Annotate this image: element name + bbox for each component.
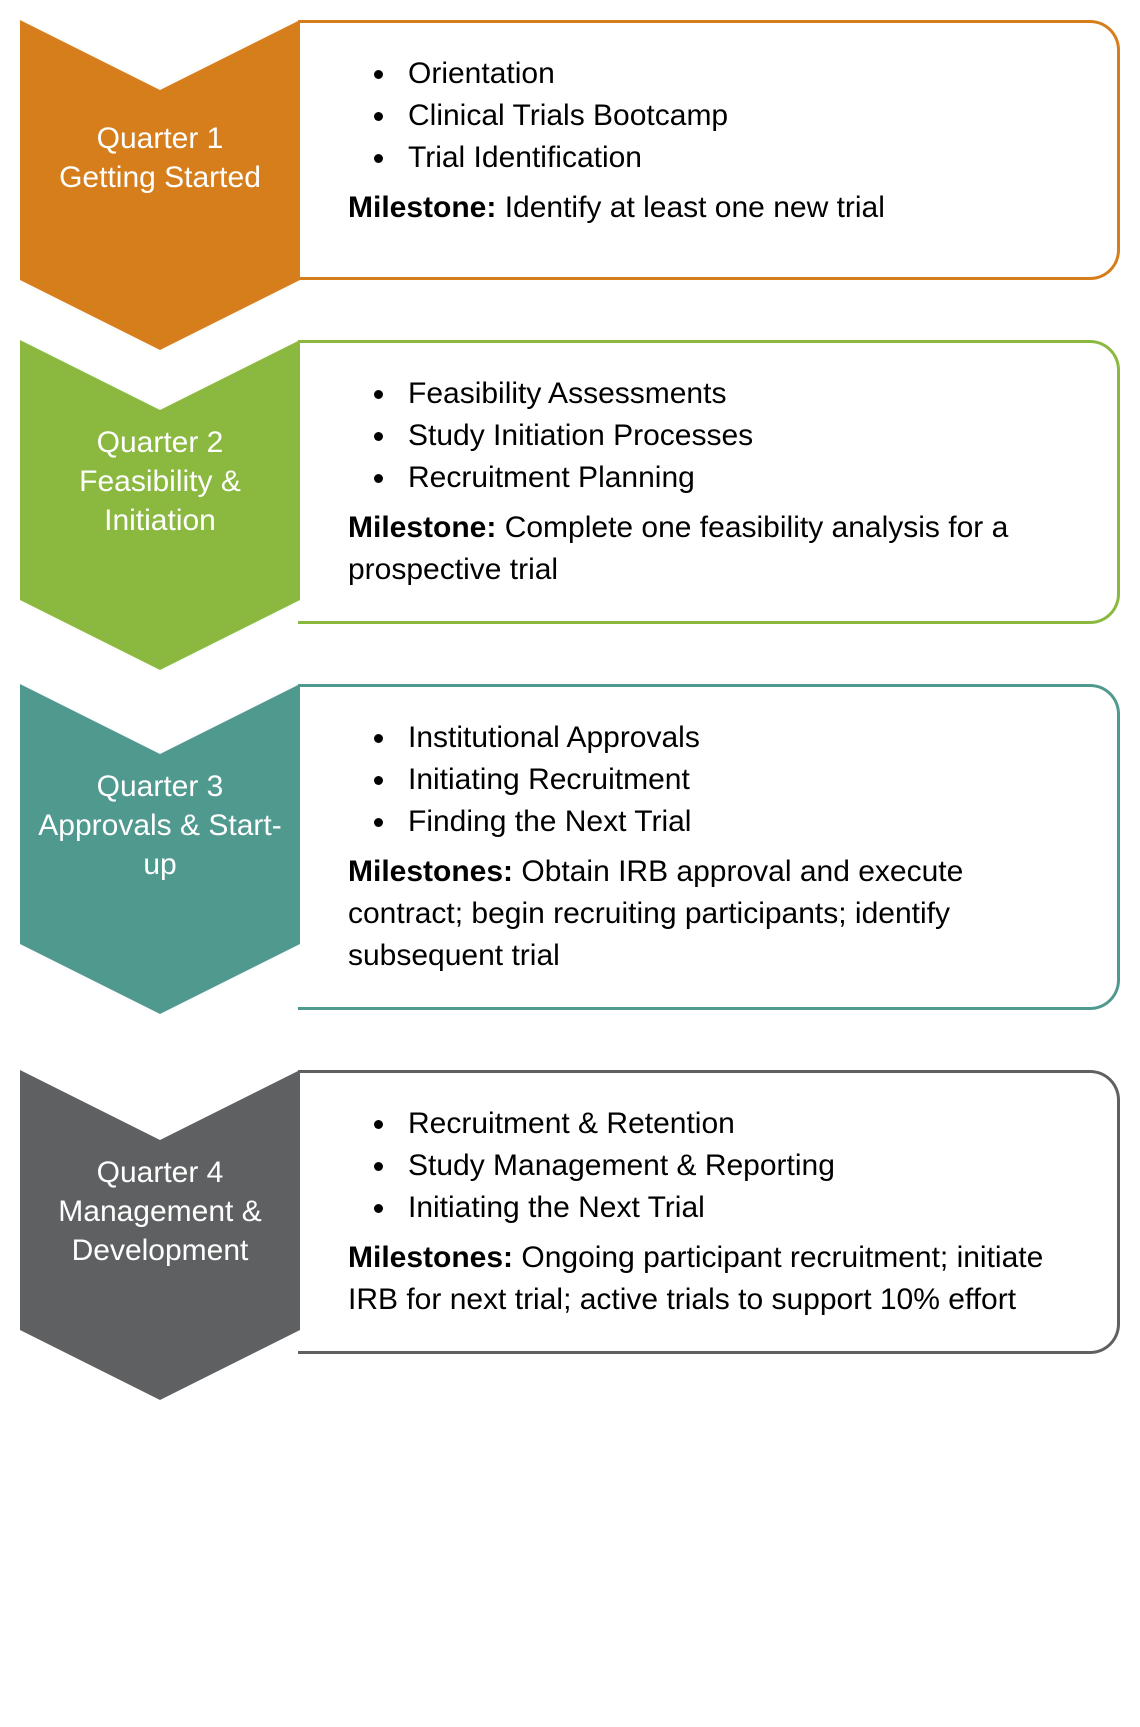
bullet-item: Initiating Recruitment <box>398 759 1077 801</box>
bullet-item: Initiating the Next Trial <box>398 1187 1077 1229</box>
chevron-label-q3: Quarter 3Approvals & Start-up <box>34 767 286 884</box>
milestone-line: Milestones: Ongoing participant recruitm… <box>348 1237 1077 1321</box>
bullet-item: Recruitment Planning <box>398 457 1077 499</box>
quarter-title: Management & Development <box>34 1192 286 1270</box>
bullet-item: Trial Identification <box>398 137 1077 179</box>
bullet-list: OrientationClinical Trials BootcampTrial… <box>348 53 1077 179</box>
chevron-label-q2: Quarter 2Feasibility & Initiation <box>34 423 286 540</box>
milestone-line: Milestone: Identify at least one new tri… <box>348 187 1077 229</box>
chevron-label-q4: Quarter 4Management & Development <box>34 1153 286 1270</box>
quarter-title: Feasibility & Initiation <box>34 462 286 540</box>
bullet-item: Recruitment & Retention <box>398 1103 1077 1145</box>
bullet-item: Clinical Trials Bootcamp <box>398 95 1077 137</box>
quarter-number: Quarter 4 <box>34 1153 286 1192</box>
milestone-line: Milestone: Complete one feasibility anal… <box>348 507 1077 591</box>
quarterly-flowchart: Quarter 1Getting Started OrientationClini… <box>20 20 1120 1354</box>
bullet-item: Institutional Approvals <box>398 717 1077 759</box>
bullet-list: Feasibility AssessmentsStudy Initiation … <box>348 373 1077 499</box>
chevron-q1: Quarter 1Getting Started <box>20 20 300 280</box>
quarter-row-q3: Quarter 3Approvals & Start-up Institution… <box>20 684 1120 1010</box>
quarter-title: Approvals & Start-up <box>34 806 286 884</box>
chevron-label-q1: Quarter 1Getting Started <box>34 119 286 197</box>
milestone-label: Milestones: <box>348 1241 513 1274</box>
quarter-number: Quarter 2 <box>34 423 286 462</box>
bullet-item: Feasibility Assessments <box>398 373 1077 415</box>
milestone-label: Milestones: <box>348 855 513 888</box>
quarter-title: Getting Started <box>34 158 286 197</box>
content-box-q1: OrientationClinical Trials BootcampTrial… <box>298 20 1120 280</box>
content-box-q3: Institutional ApprovalsInitiating Recrui… <box>298 684 1120 1010</box>
milestone-label: Milestone: <box>348 191 496 224</box>
quarter-number: Quarter 3 <box>34 767 286 806</box>
quarter-number: Quarter 1 <box>34 119 286 158</box>
quarter-row-q2: Quarter 2Feasibility & InitiationFeasibi… <box>20 340 1120 624</box>
chevron-q4: Quarter 4Management & Development <box>20 1070 300 1330</box>
bullet-list: Recruitment & RetentionStudy Management … <box>348 1103 1077 1229</box>
chevron-q3: Quarter 3Approvals & Start-up <box>20 684 300 944</box>
milestone-label: Milestone: <box>348 511 496 544</box>
bullet-item: Orientation <box>398 53 1077 95</box>
bullet-list: Institutional ApprovalsInitiating Recrui… <box>348 717 1077 843</box>
content-box-q4: Recruitment & RetentionStudy Management … <box>298 1070 1120 1354</box>
bullet-item: Study Management & Reporting <box>398 1145 1077 1187</box>
quarter-row-q4: Quarter 4Management & Development Recruit… <box>20 1070 1120 1354</box>
quarter-row-q1: Quarter 1Getting Started OrientationClini… <box>20 20 1120 280</box>
bullet-item: Study Initiation Processes <box>398 415 1077 457</box>
milestone-line: Milestones: Obtain IRB approval and exec… <box>348 851 1077 977</box>
bullet-item: Finding the Next Trial <box>398 801 1077 843</box>
chevron-q2: Quarter 2Feasibility & Initiation <box>20 340 300 600</box>
milestone-text: Identify at least one new trial <box>496 191 885 224</box>
content-box-q2: Feasibility AssessmentsStudy Initiation … <box>298 340 1120 624</box>
